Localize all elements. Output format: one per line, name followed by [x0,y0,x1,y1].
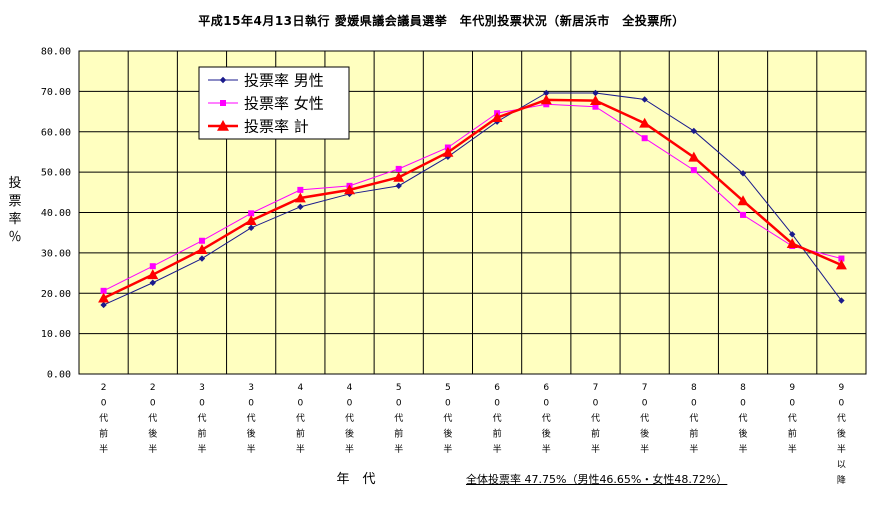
data-point [294,192,306,203]
data-point [442,146,454,157]
data-point [690,167,697,174]
y-axis-ticks: 0.00 10.00 20.00 30.00 40.00 50.00 60.00 70.00 8… [41,47,71,381]
data-point [297,186,304,193]
x-category-label: 7 0 代前半 [591,383,600,455]
legend-label: 投票率 女性 [244,95,324,113]
data-point [789,231,796,238]
data-point [838,255,845,262]
x-category-label: 2 0 代後半 [148,383,157,455]
y-tick-label: 0.00 [47,370,71,381]
y-axis-label: 投票率％ [8,175,21,245]
data-point [641,135,648,142]
x-category-label: 9 0 代後半以降 [837,383,846,486]
data-point [543,101,550,108]
data-point [690,127,698,135]
x-category-label: 5 0 代前半 [394,383,403,455]
x-axis-categories: 2 0 代前半 2 0 代後半 3 0 代前半 3 0 代後半 4 0 代前半 4 0 代後半 5 0 代前半 5 0 代後半… [99,383,846,486]
data-point [688,151,700,162]
data-point [838,297,845,304]
data-point [247,224,255,232]
series-line [103,92,842,306]
y-tick-label: 60.00 [41,127,71,138]
data-point [641,96,648,103]
x-category-label: 4 0 代後半 [345,383,354,455]
data-point [395,182,402,190]
x-axis-label: 年 代 [336,472,375,487]
legend-item: 投票率 計 [208,118,309,136]
data-point [217,120,229,131]
y-tick-label: 50.00 [41,168,71,179]
x-category-label: 2 0 代前半 [99,383,108,455]
data-point [592,103,599,110]
data-point [589,95,601,106]
data-point [245,215,257,225]
data-point [149,279,156,286]
data-point [220,100,226,106]
series-1 [100,89,845,309]
data-point [740,211,747,218]
x-category-label: 9 0 代前半 [788,383,797,455]
series-3 [98,94,847,303]
data-point [540,94,552,105]
x-category-label: 8 0 代後半 [739,383,748,455]
data-point [198,237,205,244]
series-line [103,103,842,292]
data-point [100,287,107,294]
y-tick-label: 80.00 [41,47,71,58]
x-category-label: 3 0 代後半 [247,383,256,455]
x-category-label: 4 0 代前半 [296,383,305,455]
data-point [198,255,206,262]
data-point [592,89,599,97]
y-tick-label: 40.00 [41,208,71,219]
y-tick-label: 10.00 [41,329,71,340]
data-point [248,210,255,217]
legend-item: 投票率 女性 [208,95,324,113]
y-tick-label: 30.00 [41,248,71,259]
data-point [98,292,110,303]
data-point [149,263,156,270]
data-point [395,165,402,172]
data-point [737,195,749,206]
series-group [98,89,847,309]
data-point [543,89,550,97]
data-point [739,170,747,177]
x-category-label: 8 0 代前半 [689,383,698,455]
y-tick-label: 20.00 [41,289,71,300]
data-point [639,117,651,128]
chart-title: 平成15年4月13日執行 愛媛県議会議員選挙 年代別投票状況（新居浜市 全投票所… [198,14,685,28]
data-point [297,203,304,211]
series-line [103,98,842,300]
data-point [393,171,405,182]
data-point [100,301,107,309]
data-point [219,76,227,84]
data-point [786,238,798,248]
x-category-label: 5 0 代後半 [443,383,452,455]
data-point [344,184,356,195]
legend-label: 投票率 男性 [244,72,324,90]
data-point [835,259,847,270]
data-point [196,244,208,255]
x-category-label: 3 0 代前半 [197,383,206,455]
gridlines [79,50,866,375]
data-point [444,153,452,160]
x-category-label: 7 0 代後半 [640,383,649,455]
data-point [491,112,503,123]
x-category-label: 6 0 代前半 [493,383,502,455]
overall-turnout-note: 全体投票率 47.75%（男性46.65%・女性48.72%） [466,473,728,486]
y-tick-label: 70.00 [41,87,71,98]
legend-item: 投票率 男性 [208,72,324,90]
data-point [147,269,159,280]
x-category-label: 6 0 代後半 [542,383,551,455]
legend-label: 投票率 計 [244,118,309,136]
